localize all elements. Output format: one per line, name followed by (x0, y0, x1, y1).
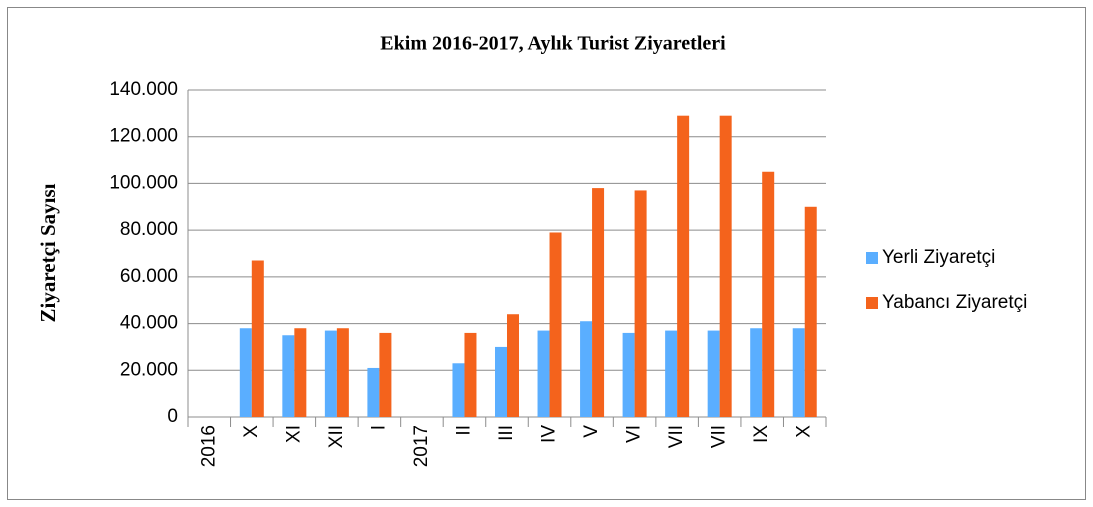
x-tick-label: V (581, 425, 602, 438)
legend-swatch (866, 252, 878, 264)
y-tick-label: 20.000 (120, 359, 178, 380)
x-tick-label: II (453, 425, 474, 436)
bar (592, 188, 605, 417)
bar (762, 171, 775, 417)
bar (677, 115, 690, 417)
y-tick-label: 120.000 (109, 126, 178, 147)
y-axis-label: Ziyaretçi Sayısı (36, 183, 60, 322)
y-tick-label: 40.000 (120, 313, 178, 334)
y-tick-label: 100.000 (109, 172, 178, 193)
x-tick-label: 2017 (411, 425, 432, 467)
legend-label: Yerli Ziyaretçi (882, 247, 995, 268)
x-tick-label: 2016 (198, 425, 219, 467)
bar (251, 260, 264, 417)
bar (324, 330, 337, 417)
x-tick-label: XII (326, 425, 347, 448)
legend-label: Yabancı Ziyaretçi (882, 292, 1027, 313)
bar (294, 328, 307, 417)
bar (464, 332, 477, 417)
legend-swatch (866, 297, 878, 309)
bar (336, 328, 349, 417)
bar (495, 346, 507, 417)
x-tick-label: VII (666, 425, 687, 448)
x-tick-label: IX (751, 425, 772, 443)
y-tick-label: 80.000 (120, 219, 178, 240)
bar (665, 330, 678, 417)
bar (719, 115, 732, 417)
x-tick-label: X (794, 425, 815, 438)
bar (379, 332, 392, 417)
bar (792, 328, 805, 417)
bar (282, 335, 295, 417)
bar (507, 314, 519, 417)
bar (367, 367, 380, 417)
bar (537, 330, 550, 417)
chart-title: Ekim 2016-2017, Aylık Turist Ziyaretleri (380, 33, 726, 55)
bar (549, 232, 562, 417)
x-tick-label: IV (539, 425, 560, 443)
bar (804, 206, 817, 417)
y-tick-label: 60.000 (120, 266, 178, 287)
x-tick-label: III (496, 425, 517, 441)
bar (452, 363, 465, 417)
x-tick-label: X (241, 425, 262, 438)
bar (622, 332, 635, 417)
y-tick-label: 140.000 (109, 79, 178, 100)
bar (580, 321, 593, 417)
x-tick-label: I (368, 425, 389, 430)
bar (239, 328, 252, 417)
bar (750, 328, 763, 417)
y-tick-label: 0 (167, 406, 178, 427)
bar (634, 190, 647, 417)
x-tick-label: VI (624, 425, 645, 443)
x-tick-label: VII (709, 425, 730, 448)
bar (707, 330, 720, 417)
x-tick-label: XI (283, 425, 304, 443)
